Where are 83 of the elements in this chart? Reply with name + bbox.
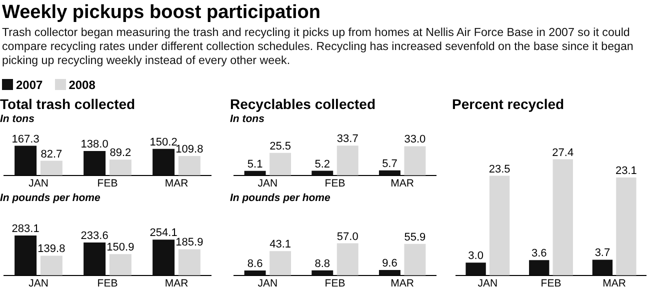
bar [466,262,486,276]
bar [178,249,200,276]
bar [336,146,358,176]
data-label: 8.8 [314,258,330,270]
x-tick-label: FEB [97,278,118,290]
bar [552,159,573,276]
legend-label: 2007 [15,78,43,92]
bar [312,270,334,276]
data-label: 43.1 [270,238,292,251]
x-tick-label: JAN [258,278,278,290]
data-label: 5.2 [314,158,330,170]
data-label: 3.7 [594,247,610,260]
bar [178,156,200,176]
bar [378,270,400,276]
data-label: 3.6 [531,248,547,260]
bar [616,177,636,276]
chart-title: Recyclables collected [230,96,377,113]
data-label: 167.3 [12,133,40,146]
bar [529,260,550,276]
bar [109,160,132,176]
data-label: 23.5 [488,163,510,176]
data-label: 150.9 [106,242,134,254]
bar [592,260,613,276]
bar [270,152,292,176]
bar [84,242,106,276]
bar [152,148,175,176]
bar [336,243,358,276]
bar [404,244,426,276]
data-label: 57.0 [336,230,358,243]
data-label: 3.0 [468,250,484,262]
chart-subtitle: In tons [0,113,36,126]
bar [40,256,62,276]
data-label: 25.5 [270,140,292,152]
bar [152,240,175,276]
data-label: 233.6 [80,230,108,242]
x-tick-label: MAR [602,278,626,290]
data-label: 23.1 [615,164,637,177]
data-label: 33.0 [404,134,426,146]
x-tick-label: FEB [540,278,562,290]
data-label: 139.8 [38,243,66,256]
bar [404,146,426,176]
bar [40,160,62,176]
x-tick-label: MAR [164,278,189,290]
data-label: 283.1 [12,223,40,236]
data-label: 254.1 [150,227,178,240]
x-tick-label: FEB [324,278,346,290]
chart-subtitle: In pounds per home [0,192,102,205]
text: Trash collector began measuring the trash and recycling it picks up from homes at Nellis Air Force Base in 2007 so it could compare recycling rates under different collection schedules. Recycling has increased sevenfold on the base since it began picking up recycling weekly instead of every other week. [2,26,634,68]
x-tick-label: FEB [97,178,118,190]
data-label: 82.7 [40,148,62,160]
data-label: 89.2 [110,147,132,160]
data-label: 185.9 [176,236,204,249]
x-tick-label: FEB [324,178,346,190]
data-label: 5.1 [247,158,263,170]
x-tick-label: MAR [390,178,414,190]
x-tick-label: MAR [164,178,189,190]
data-label: 109.8 [176,143,204,156]
data-label: 55.9 [404,231,426,244]
data-label: 138.0 [80,138,108,151]
x-tick-label: JAN [28,278,48,290]
chart-title: Percent recycled [452,96,566,113]
data-label: 5.7 [382,158,398,170]
x-tick-label: MAR [390,278,414,290]
bar [244,270,266,276]
legend-label: 2008 [68,78,96,92]
bar [84,150,106,176]
x-tick-label: JAN [258,178,278,190]
x-tick-label: JAN [478,278,498,290]
chart-title: Total trash collected [0,96,136,113]
data-label: 8.6 [247,258,263,270]
bar [270,251,292,276]
data-label: 33.7 [336,133,358,146]
bar [14,146,37,176]
chart-subtitle: In pounds per home [230,192,332,205]
x-tick-label: JAN [28,178,48,190]
data-label: 150.2 [150,136,178,148]
data-label: 9.6 [382,258,398,270]
text: Weekly pickups boost participation [2,2,322,24]
bar [109,254,132,276]
bar [14,235,37,276]
chart-subtitle: In tons [230,113,266,126]
bar [489,176,510,276]
data-label: 27.4 [552,146,574,159]
